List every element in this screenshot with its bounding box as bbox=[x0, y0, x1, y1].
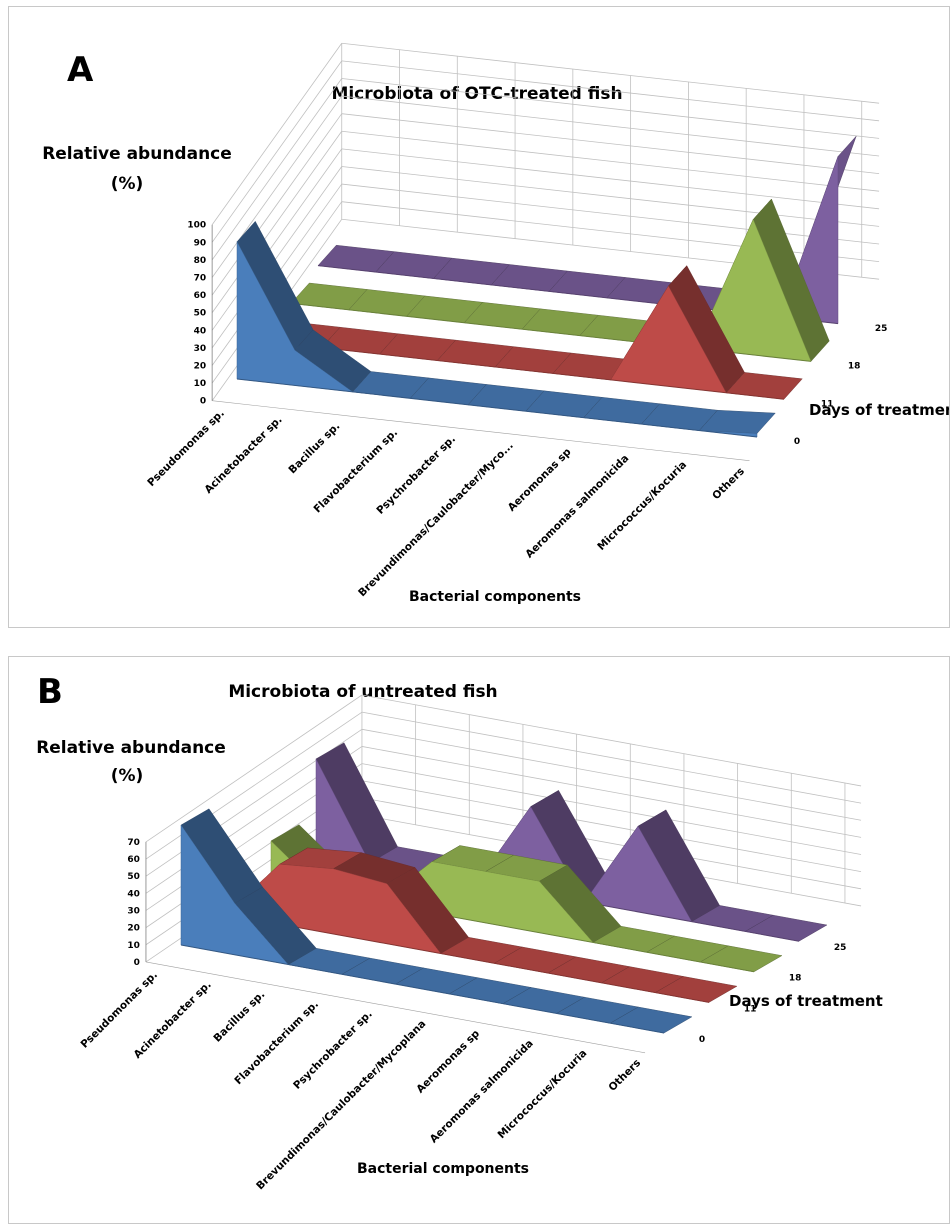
y-tick-label: 10 bbox=[194, 379, 207, 389]
back-wall-gridline bbox=[341, 201, 880, 263]
y-axis-label-unit: (%) bbox=[111, 766, 144, 786]
back-wall-gridline bbox=[341, 78, 880, 139]
category-label: Aeromonas salmonicida bbox=[523, 452, 631, 560]
panel-label: B bbox=[37, 672, 63, 712]
category-label: Bacillus sp. bbox=[286, 420, 342, 476]
z-axis-label: Days of treatment bbox=[729, 992, 883, 1010]
back-wall-gridline bbox=[341, 183, 880, 245]
back-wall-gridline bbox=[361, 797, 862, 890]
category-label: Others bbox=[606, 1057, 643, 1094]
x-axis-label: Bacterial components bbox=[357, 1161, 529, 1177]
y-tick-label: 0 bbox=[200, 397, 206, 407]
back-wall-gridline bbox=[341, 60, 880, 122]
back-wall-gridline bbox=[361, 814, 862, 907]
y-axis-label-unit: (%) bbox=[111, 174, 144, 194]
back-wall-gridline bbox=[361, 746, 862, 838]
y-tick-label: 40 bbox=[127, 889, 140, 899]
z-tick-label: 25 bbox=[834, 943, 847, 953]
z-tick-label: 25 bbox=[875, 324, 888, 334]
chart-title: Microbiota of untreated fish bbox=[228, 682, 497, 702]
series-baseline bbox=[180, 944, 665, 1034]
y-tick-label: 20 bbox=[194, 362, 207, 372]
back-wall-gridline bbox=[341, 95, 880, 157]
y-tick-label: 50 bbox=[127, 872, 140, 882]
side-wall-gridline bbox=[211, 78, 343, 261]
back-wall-gridline bbox=[341, 130, 880, 192]
y-tick-label: 10 bbox=[127, 941, 140, 951]
x-axis-label: Bacterial components bbox=[409, 589, 581, 605]
y-axis-label: Relative abundance bbox=[36, 738, 226, 758]
category-label: Aeromonas salmonicida bbox=[428, 1037, 536, 1145]
back-wall-gridline bbox=[361, 780, 862, 873]
z-tick-label: 0 bbox=[699, 1035, 705, 1045]
x-axis-line bbox=[145, 961, 646, 1054]
side-wall-gridline bbox=[211, 131, 343, 313]
y-tick-label: 70 bbox=[194, 274, 207, 284]
z-tick-label: 11 bbox=[821, 399, 834, 409]
chart-title: Microbiota of OTC-treated fish bbox=[331, 84, 622, 104]
y-tick-label: 70 bbox=[127, 838, 140, 848]
chart-b-svg: B Microbiota of untreated fish Relative ab… bbox=[36, 672, 883, 1192]
side-wall-gridline bbox=[211, 95, 343, 278]
z-axis-label: Days of treatment bbox=[809, 401, 949, 419]
y-tick-label: 90 bbox=[194, 238, 207, 248]
back-wall-gridline bbox=[341, 166, 880, 227]
back-wall-gridline bbox=[361, 763, 862, 855]
z-tick-label: 18 bbox=[848, 362, 861, 372]
y-axis-label: Relative abundance bbox=[42, 144, 232, 164]
z-tick-label: 0 bbox=[794, 437, 800, 447]
y-tick-label: 30 bbox=[194, 344, 207, 354]
side-wall-gridline bbox=[211, 60, 343, 243]
x-axis-line bbox=[212, 400, 750, 461]
y-tick-label: 30 bbox=[127, 906, 140, 916]
series-baseline bbox=[225, 913, 710, 1003]
side-wall-gridline bbox=[145, 694, 363, 843]
back-wall-gridline bbox=[361, 711, 862, 804]
z-tick-label: 18 bbox=[789, 974, 802, 984]
y-tick-label: 0 bbox=[134, 958, 140, 968]
back-wall-gridline bbox=[361, 694, 862, 787]
series-baseline bbox=[236, 378, 758, 438]
z-tick-label: 11 bbox=[744, 1004, 757, 1014]
series-baseline bbox=[263, 340, 785, 400]
y-tick-label: 50 bbox=[194, 309, 207, 319]
category-label: Aeromonas sp bbox=[506, 446, 574, 514]
category-label: Others bbox=[710, 465, 747, 502]
category-label: Aeromonas sp bbox=[414, 1027, 482, 1095]
y-tick-label: 60 bbox=[194, 291, 207, 301]
category-label: Bacillus sp. bbox=[211, 989, 267, 1045]
y-tick-label: 40 bbox=[194, 326, 207, 336]
y-tick-label: 80 bbox=[194, 256, 207, 266]
y-tick-label: 20 bbox=[127, 924, 140, 934]
side-wall-gridline bbox=[211, 113, 343, 296]
side-wall-gridline bbox=[211, 148, 343, 331]
y-tick-label: 100 bbox=[187, 221, 206, 231]
y-tick-label: 60 bbox=[127, 855, 140, 865]
chart-panel-b: B Microbiota of untreated fish Relative ab… bbox=[8, 656, 950, 1224]
back-wall-gridline bbox=[341, 113, 880, 175]
side-wall-gridline bbox=[211, 166, 343, 349]
panel-label: A bbox=[67, 50, 94, 90]
chart-a-svg: A Microbiota of OTC-treated fish Relative … bbox=[42, 42, 949, 605]
side-wall-gridline bbox=[211, 43, 343, 225]
back-wall-gridline bbox=[341, 148, 880, 210]
back-wall-gridline bbox=[361, 728, 862, 821]
chart-panel-a: A Microbiota of OTC-treated fish Relative … bbox=[8, 6, 950, 628]
back-wall-gridline bbox=[341, 42, 880, 104]
